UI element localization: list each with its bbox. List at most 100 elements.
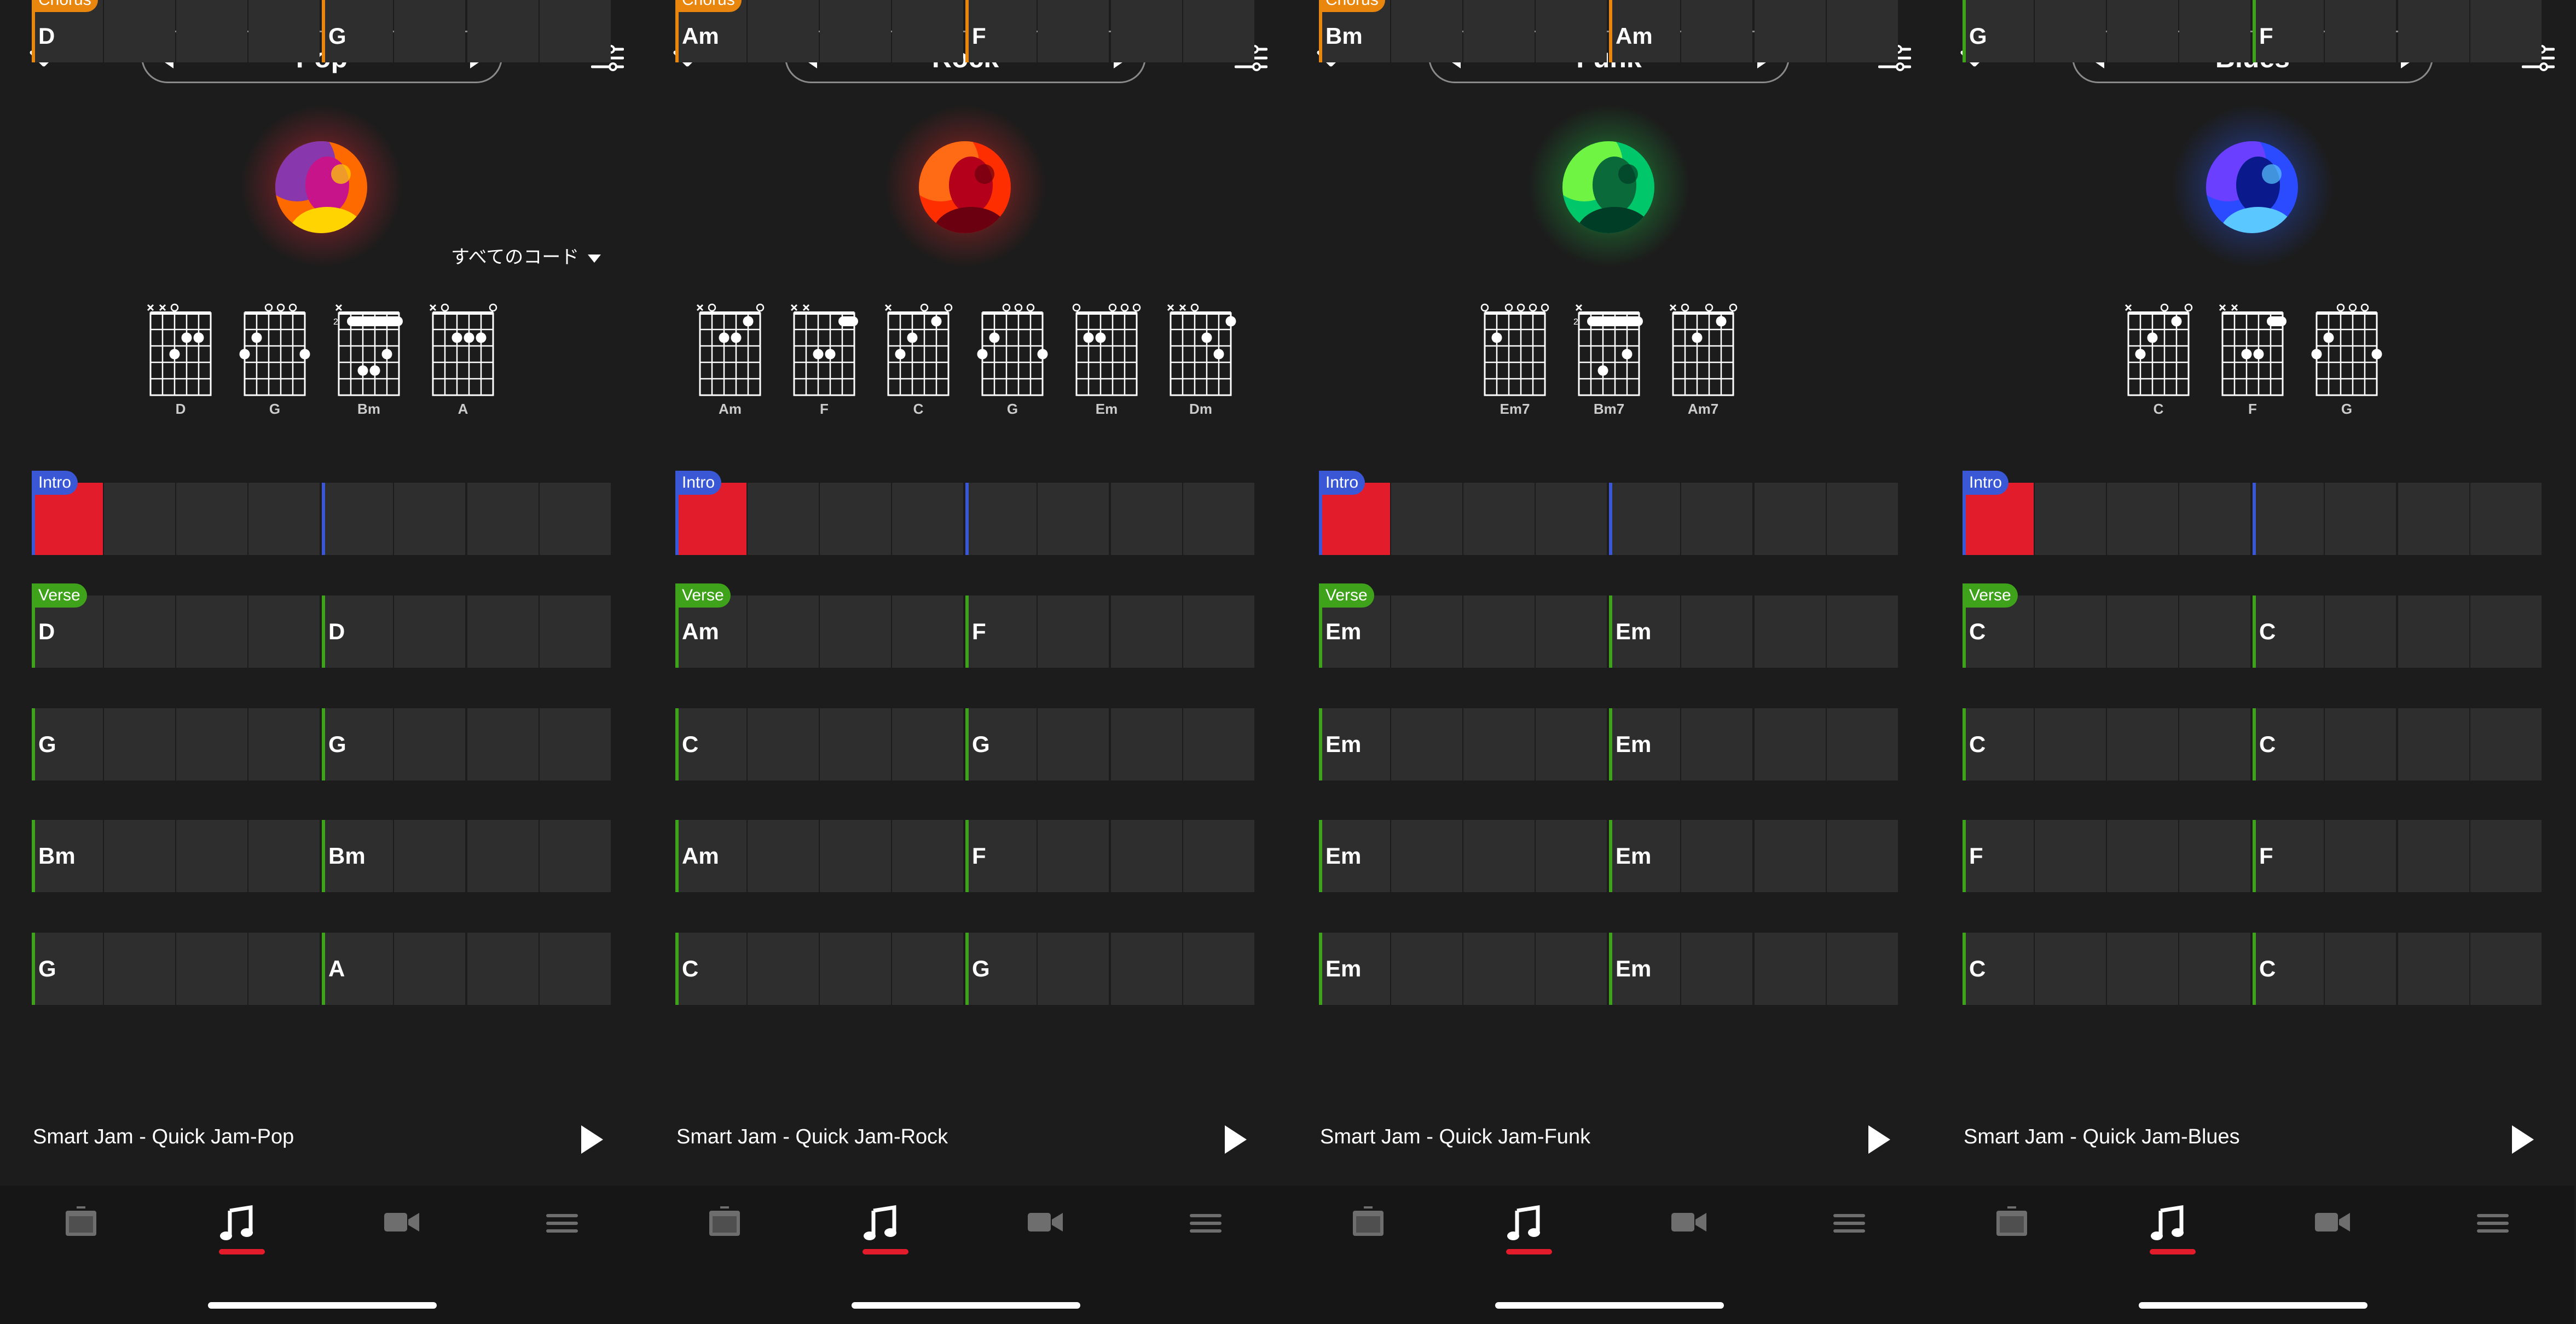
video-icon[interactable] xyxy=(2314,1205,2352,1246)
bar-cell[interactable] xyxy=(1463,708,1535,780)
menu-icon[interactable] xyxy=(2475,1205,2513,1246)
bar-cell[interactable] xyxy=(2253,0,2324,62)
bar-cell[interactable] xyxy=(1681,0,1752,62)
bar-cell[interactable] xyxy=(104,595,175,668)
bar-cell[interactable] xyxy=(1038,483,1109,555)
bar-cell[interactable] xyxy=(1038,708,1109,780)
bar-cell[interactable] xyxy=(1463,483,1535,555)
bar-cell[interactable] xyxy=(2398,820,2469,892)
bar-cell[interactable] xyxy=(540,820,611,892)
chord-diagram-f[interactable]: F xyxy=(2217,301,2288,421)
chord-diagram-am[interactable]: Am xyxy=(694,301,766,421)
bar-cell[interactable] xyxy=(467,708,539,780)
bar-cell[interactable] xyxy=(675,820,746,892)
bar-cell[interactable] xyxy=(32,708,103,780)
bar-cell[interactable] xyxy=(1536,0,1607,62)
bar-cell[interactable] xyxy=(2107,483,2178,555)
bar-cell[interactable] xyxy=(467,483,539,555)
bar-cell[interactable] xyxy=(2035,708,2106,780)
play-button[interactable] xyxy=(1225,1125,1247,1154)
bar-cell[interactable] xyxy=(322,933,393,1005)
bar-cell[interactable] xyxy=(1536,708,1607,780)
bar-cell[interactable] xyxy=(2253,708,2324,780)
bar-cell[interactable] xyxy=(2470,820,2542,892)
bar-cell[interactable] xyxy=(1609,708,1680,780)
all-chords-dropdown[interactable]: すべてのコード xyxy=(451,242,601,269)
bar-cell[interactable] xyxy=(176,595,247,668)
bar-cell[interactable] xyxy=(820,933,891,1005)
bar-cell[interactable] xyxy=(675,708,746,780)
bar-cell[interactable] xyxy=(892,820,963,892)
bar-cell[interactable] xyxy=(2470,708,2542,780)
bar-cell[interactable] xyxy=(1963,933,2034,1005)
bar-cell[interactable] xyxy=(176,483,247,555)
bar-cell[interactable] xyxy=(1319,708,1390,780)
bar-cell[interactable] xyxy=(1319,933,1390,1005)
bar-cell[interactable] xyxy=(1536,820,1607,892)
bar-cell[interactable] xyxy=(675,933,746,1005)
music-note-icon[interactable] xyxy=(2150,1205,2188,1246)
bar-cell[interactable] xyxy=(394,820,465,892)
bar-cell[interactable] xyxy=(2179,595,2250,668)
chord-diagram-f[interactable]: F xyxy=(789,301,860,421)
bar-cell[interactable] xyxy=(1183,820,1254,892)
bar-cell[interactable] xyxy=(248,820,320,892)
bar-cell[interactable] xyxy=(322,483,393,555)
bar-cell[interactable] xyxy=(2398,708,2469,780)
bar-cell[interactable] xyxy=(892,933,963,1005)
bar-cell[interactable] xyxy=(965,708,1037,780)
bar-cell[interactable] xyxy=(467,595,539,668)
amp-icon[interactable] xyxy=(1994,1205,2033,1246)
bar-cell[interactable] xyxy=(2035,483,2106,555)
music-note-icon[interactable] xyxy=(219,1205,257,1246)
bar-cell[interactable] xyxy=(2035,820,2106,892)
bar-cell[interactable] xyxy=(748,483,819,555)
bar-cell[interactable] xyxy=(1681,708,1752,780)
bar-cell[interactable] xyxy=(820,708,891,780)
bar-cell[interactable] xyxy=(322,820,393,892)
bar-cell[interactable] xyxy=(1183,0,1254,62)
music-note-icon[interactable] xyxy=(862,1205,901,1246)
chord-diagram-em[interactable]: Em xyxy=(1071,301,1142,421)
bar-cell[interactable] xyxy=(2325,0,2396,62)
bar-cell[interactable] xyxy=(1609,933,1680,1005)
bar-cell[interactable] xyxy=(675,595,746,668)
video-icon[interactable] xyxy=(1670,1205,1709,1246)
bar-cell[interactable] xyxy=(748,933,819,1005)
bar-cell[interactable] xyxy=(1755,708,1826,780)
bar-cell[interactable] xyxy=(2398,483,2469,555)
bar-cell[interactable] xyxy=(748,595,819,668)
chord-diagram-bm[interactable]: 2 Bm xyxy=(333,301,404,421)
bar-cell[interactable] xyxy=(1319,595,1390,668)
bar-cell[interactable] xyxy=(1681,820,1752,892)
bar-cell[interactable] xyxy=(820,0,891,62)
bar-cell[interactable] xyxy=(248,933,320,1005)
bar-cell[interactable] xyxy=(540,483,611,555)
bar-cell[interactable] xyxy=(1536,595,1607,668)
bar-cell[interactable] xyxy=(965,820,1037,892)
bar-cell[interactable] xyxy=(2253,820,2324,892)
bar-cell[interactable] xyxy=(1755,0,1826,62)
bar-cell[interactable] xyxy=(540,0,611,62)
bar-cell[interactable] xyxy=(1681,933,1752,1005)
bar-cell[interactable] xyxy=(2107,0,2178,62)
bar-cell[interactable] xyxy=(892,0,963,62)
bar-cell[interactable] xyxy=(1391,820,1462,892)
bar-cell[interactable] xyxy=(2035,595,2106,668)
bar-cell[interactable] xyxy=(1391,0,1462,62)
chord-diagram-g[interactable]: G xyxy=(2311,301,2382,421)
bar-cell[interactable] xyxy=(1609,0,1680,62)
chord-diagram-a[interactable]: A xyxy=(427,301,499,421)
bar-cell[interactable] xyxy=(394,483,465,555)
bar-cell[interactable] xyxy=(1463,595,1535,668)
bar-cell[interactable] xyxy=(2179,483,2250,555)
bar-cell[interactable] xyxy=(965,483,1037,555)
bar-cell[interactable] xyxy=(1319,820,1390,892)
chord-diagram-em7[interactable]: Em7 xyxy=(1479,301,1550,421)
bar-cell[interactable] xyxy=(1963,708,2034,780)
chord-diagram-c[interactable]: C xyxy=(2123,301,2194,421)
chord-diagram-bm7[interactable]: 2 Bm7 xyxy=(1573,301,1645,421)
bar-cell[interactable] xyxy=(2325,708,2396,780)
bar-cell[interactable] xyxy=(1111,483,1182,555)
bar-cell[interactable] xyxy=(2325,933,2396,1005)
